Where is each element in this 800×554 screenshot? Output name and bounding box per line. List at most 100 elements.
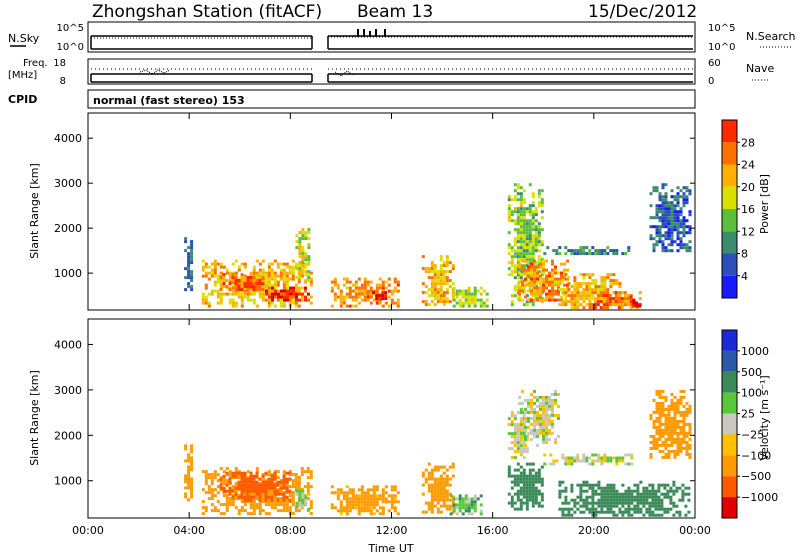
power-cell: [298, 237, 302, 241]
power-cell: [298, 252, 302, 256]
velocity-cell: [276, 470, 280, 474]
power-cell: [300, 298, 304, 302]
power-cell: [396, 289, 400, 293]
velocity-cell: [464, 497, 468, 501]
power-cell: [225, 271, 229, 275]
velocity-cell: [524, 398, 527, 402]
velocity-cell: [219, 476, 223, 480]
velocity-cell: [685, 443, 689, 447]
power-cell: [360, 286, 364, 290]
power-cell: [473, 298, 477, 302]
power-cell: [545, 286, 548, 290]
power-cell: [551, 292, 554, 296]
power-cell: [649, 234, 653, 238]
velocity-cell: [372, 500, 376, 504]
velocity-cell: [184, 447, 188, 451]
power-cell: [295, 295, 298, 299]
velocity-cell: [615, 513, 619, 517]
nsearch-tick-bottom: 10^0: [708, 42, 735, 53]
velocity-cell: [507, 474, 511, 478]
velocity-cell: [470, 506, 474, 510]
velocity-cell: [597, 492, 601, 496]
velocity-cell: [655, 446, 659, 450]
power-cell: [482, 304, 486, 308]
velocity-cell: [525, 486, 529, 490]
velocity-cell: [366, 488, 370, 492]
power-cell: [307, 255, 311, 259]
power-cell: [222, 273, 226, 277]
power-cell: [225, 279, 229, 283]
velocity-cell: [521, 401, 524, 405]
velocity-cell: [234, 470, 238, 474]
velocity-cell: [664, 431, 668, 435]
cpid-label: CPID: [8, 93, 37, 106]
velocity-cell: [372, 512, 376, 516]
velocity-cell: [600, 510, 604, 514]
velocity-cell: [240, 506, 244, 510]
power-cell: [546, 246, 550, 250]
power-cell: [530, 286, 533, 290]
velocity-cell: [688, 404, 692, 408]
velocity-cell: [301, 495, 305, 499]
power-cell: [676, 249, 680, 253]
velocity-cell: [309, 485, 313, 489]
power-cell: [237, 268, 241, 272]
power-cell: [521, 268, 524, 272]
power-cell: [396, 304, 400, 308]
velocity-cell: [519, 498, 523, 502]
velocity-cell: [585, 501, 589, 505]
velocity-cell: [445, 483, 449, 487]
velocity-cell: [519, 426, 523, 430]
power-cell: [295, 246, 299, 250]
power-cell: [513, 240, 517, 244]
power-cell: [558, 282, 562, 286]
power-cell: [609, 249, 613, 253]
power-cell: [673, 222, 677, 226]
velocity-cell: [190, 489, 194, 493]
power-cell: [664, 210, 668, 214]
power-cell: [184, 237, 188, 241]
velocity-cell: [276, 483, 280, 487]
velocity-cell: [651, 498, 655, 502]
velocity-cell: [273, 482, 277, 486]
power-cell: [588, 252, 592, 256]
velocity-cell: [685, 434, 689, 438]
power-cell: [286, 292, 289, 296]
velocity-cell: [666, 495, 670, 499]
power-cell: [670, 189, 674, 193]
velocity-cell: [539, 422, 542, 426]
power-cell: [673, 225, 677, 229]
power-cell: [187, 282, 191, 286]
velocity-cell: [664, 440, 668, 444]
velocity-cell: [591, 495, 595, 499]
power-cell: [445, 297, 449, 301]
power-cell: [570, 249, 574, 253]
velocity-cell: [675, 489, 679, 493]
velocity-cell: [667, 410, 671, 414]
velocity-cell: [288, 485, 292, 489]
velocity-cell: [525, 507, 529, 511]
velocity-cell: [522, 471, 526, 475]
power-cell: [300, 271, 304, 275]
velocity-cell: [667, 437, 671, 441]
velocity-cell: [651, 492, 655, 496]
power-cell: [522, 234, 526, 238]
velocity-cell: [228, 486, 232, 490]
velocity-cell: [670, 428, 674, 432]
velocity-cell: [585, 480, 589, 484]
velocity-cell: [530, 401, 533, 405]
velocity-cell: [393, 506, 397, 510]
power-cell: [298, 243, 302, 247]
velocity-cell: [439, 480, 443, 484]
power-cell: [652, 216, 656, 220]
power-cell: [676, 231, 680, 235]
velocity-cell: [597, 504, 601, 508]
power-cell: [298, 255, 302, 259]
power-cell: [519, 213, 523, 217]
velocity-cell: [445, 498, 449, 502]
velocity-cell: [633, 504, 637, 508]
velocity-cell: [551, 425, 554, 429]
velocity-cell: [366, 506, 370, 510]
velocity-cell: [273, 506, 277, 510]
velocity-cell: [522, 447, 526, 451]
